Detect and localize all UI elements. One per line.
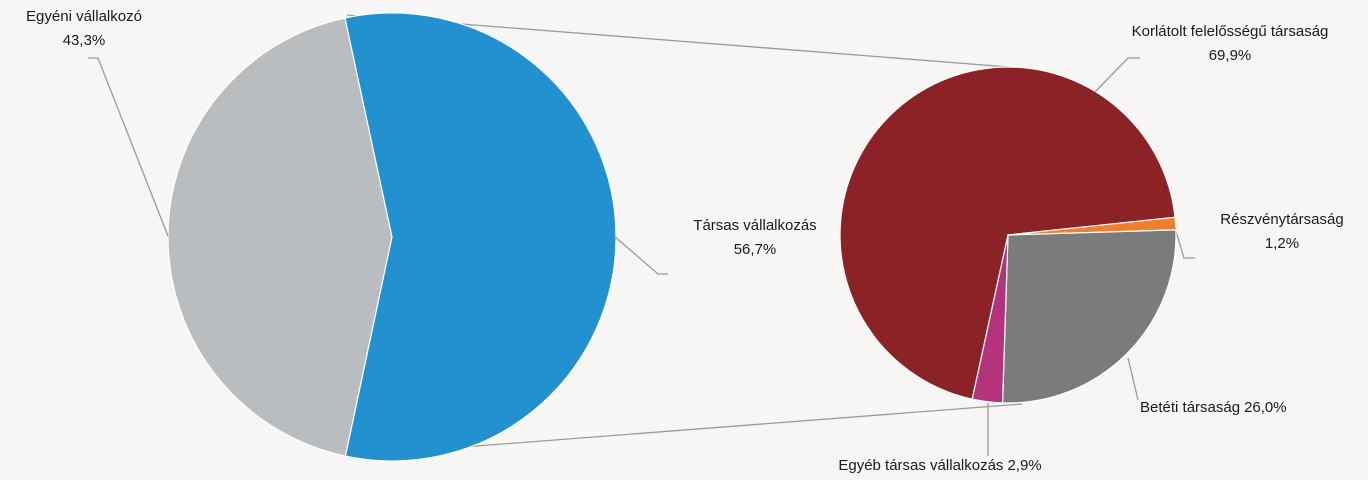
leader-line	[613, 235, 668, 275]
slice-label: Betéti társaság 26,0%	[1140, 399, 1287, 416]
pie-slice	[1001, 229, 1177, 404]
slice-name: Betéti társaság	[1140, 399, 1240, 416]
leader-line	[1094, 57, 1140, 93]
slice-label: Részvénytársaság	[1220, 211, 1343, 228]
pie-slice	[344, 12, 617, 462]
slice-label: Egyéni vállalkozó	[26, 8, 142, 25]
slice-value-label: 43,3%	[63, 32, 106, 49]
slice-value-label: 26,0%	[1244, 399, 1287, 416]
slice-label: Társas vállalkozás	[693, 217, 816, 234]
leader-line	[88, 57, 169, 237]
pie-slice	[167, 17, 393, 457]
slice-name: Egyéb társas vállalkozás	[838, 457, 1003, 474]
pie-slice	[839, 66, 1176, 400]
slice-label: Egyéb társas vállalkozás 2,9%	[838, 457, 1041, 474]
leader-line	[1127, 357, 1139, 401]
slice-value-label: 1,2%	[1265, 235, 1299, 252]
slice-value-label: 56,7%	[734, 241, 777, 258]
slice-label: Korlátolt felelősségű társaság	[1132, 23, 1329, 40]
leader-line	[1174, 227, 1195, 259]
slice-value-label: 69,9%	[1209, 47, 1252, 64]
pie-slice	[971, 234, 1009, 404]
slice-value-label: 2,9%	[1007, 457, 1041, 474]
